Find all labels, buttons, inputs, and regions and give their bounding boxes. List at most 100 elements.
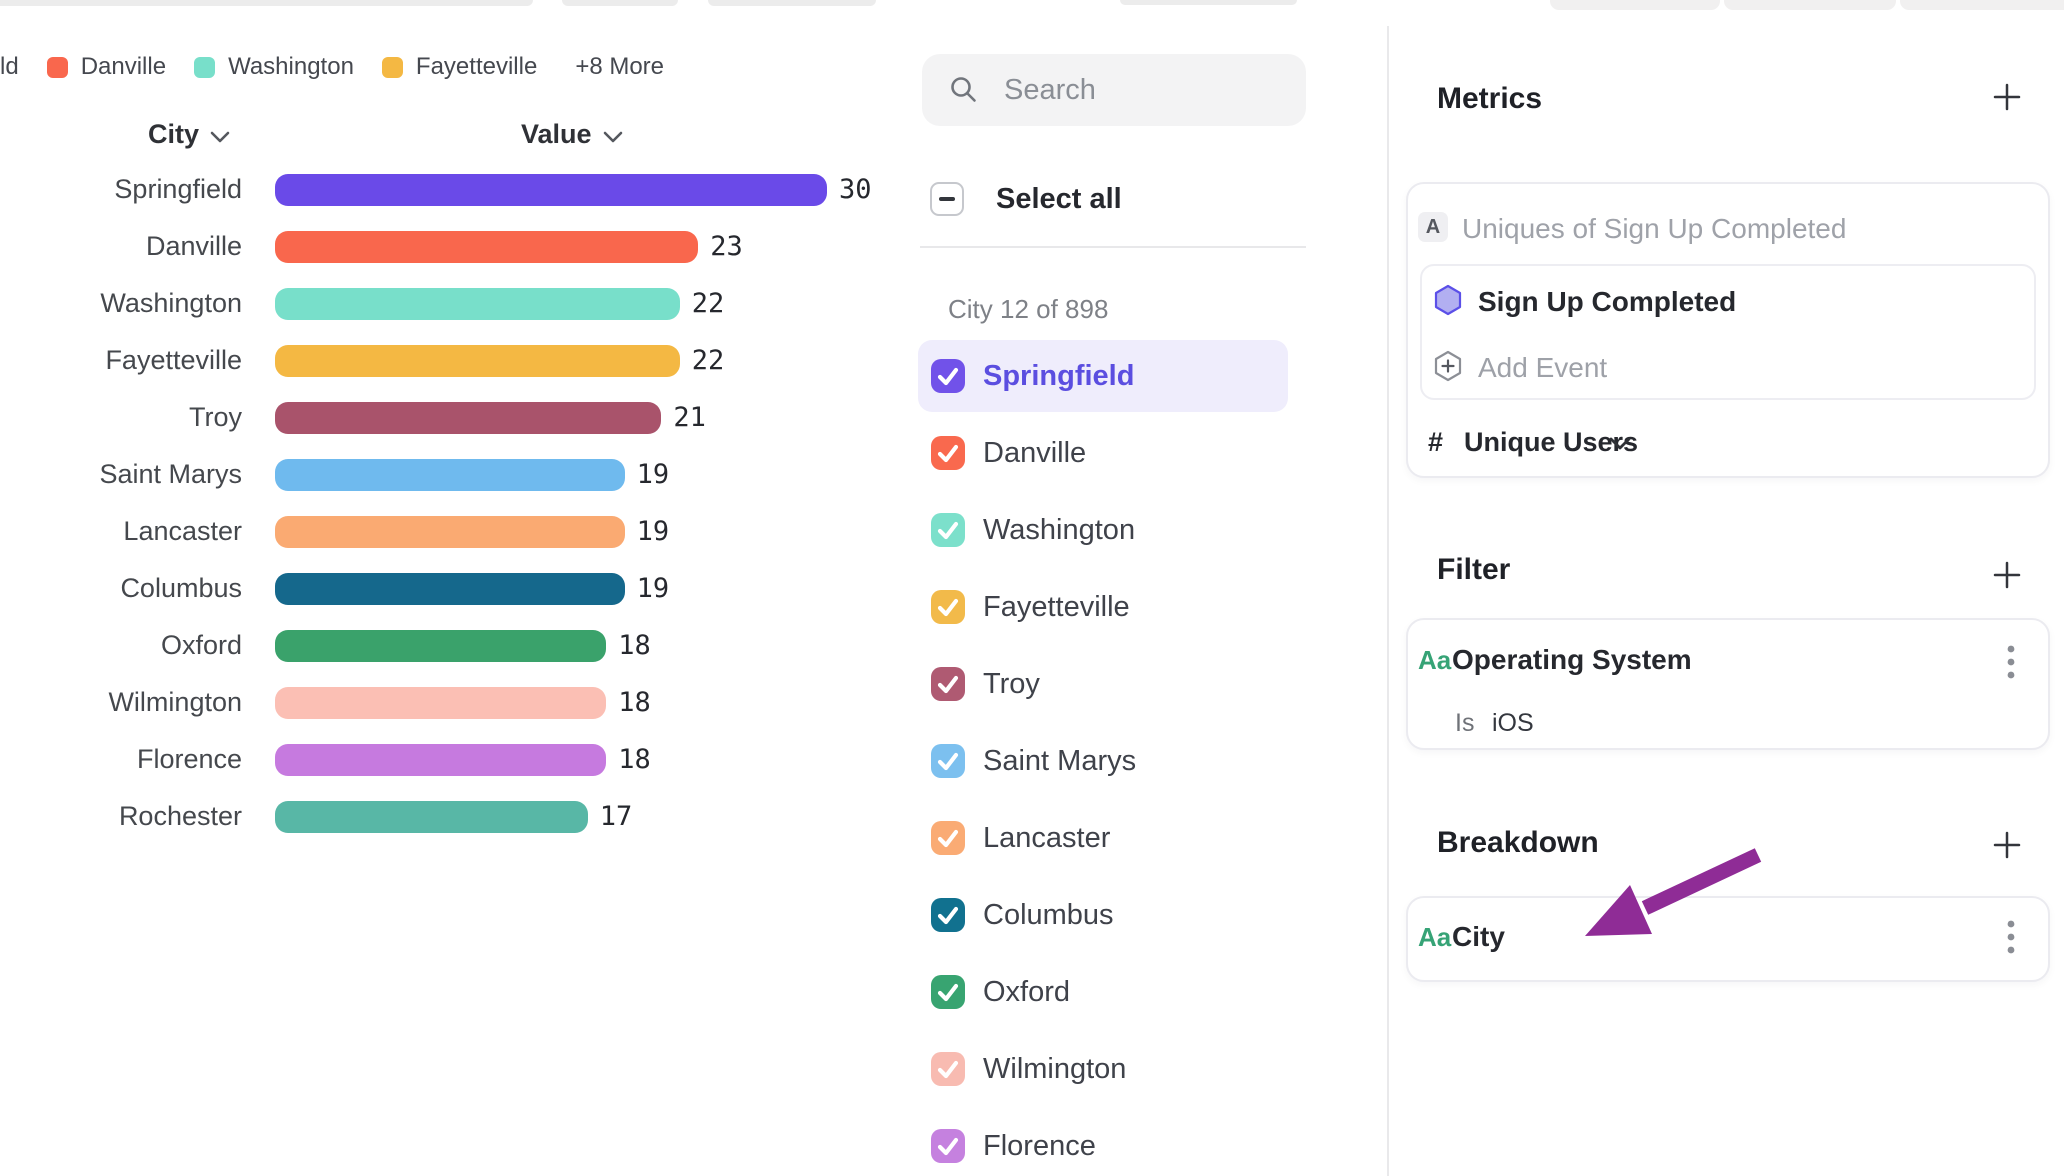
bar[interactable] bbox=[275, 800, 588, 833]
chart-row: Springfield 30 bbox=[0, 161, 872, 218]
legend-label: Danville bbox=[80, 53, 167, 80]
checkbox[interactable] bbox=[931, 744, 965, 778]
list-item[interactable]: Fayetteville bbox=[918, 571, 1288, 643]
add-breakdown-button[interactable] bbox=[1992, 830, 2022, 860]
bar-category-label: Springfield bbox=[114, 174, 242, 204]
bar-value: 18 bbox=[618, 630, 651, 661]
bar[interactable] bbox=[275, 629, 607, 662]
select-all-checkbox[interactable] bbox=[930, 182, 964, 216]
add-filter-button[interactable] bbox=[1992, 560, 2022, 590]
chart-row: Washington 22 bbox=[0, 275, 724, 332]
event-hexagon-icon bbox=[1434, 284, 1462, 316]
list-item[interactable]: Oxford bbox=[918, 956, 1288, 1028]
event-name[interactable]: Sign Up Completed bbox=[1478, 286, 1737, 317]
legend-item-clipped[interactable]: ld bbox=[0, 53, 19, 80]
panel-divider bbox=[1387, 26, 1389, 1176]
list-item[interactable]: Wilmington bbox=[918, 1033, 1288, 1105]
legend-swatch bbox=[381, 56, 403, 78]
filter-card[interactable] bbox=[1406, 618, 2050, 750]
list-count-label: City 12 of 898 bbox=[948, 294, 1109, 324]
bar[interactable] bbox=[275, 287, 680, 320]
checkbox[interactable] bbox=[931, 1129, 965, 1163]
breakdown-card[interactable] bbox=[1406, 896, 2050, 982]
checkbox[interactable] bbox=[931, 898, 965, 932]
breakdown-section-title: Breakdown bbox=[1437, 826, 1599, 859]
bar-category-label: Troy bbox=[189, 402, 242, 432]
kebab-menu-icon[interactable] bbox=[2006, 918, 2016, 958]
list-item[interactable]: Lancaster bbox=[918, 802, 1288, 874]
checkbox[interactable] bbox=[931, 359, 965, 393]
filter-value[interactable]: iOS bbox=[1492, 709, 1534, 737]
checkbox[interactable] bbox=[931, 513, 965, 547]
list-divider bbox=[920, 246, 1306, 248]
list-item[interactable]: Danville bbox=[918, 417, 1288, 489]
bar[interactable] bbox=[275, 515, 625, 548]
bar[interactable] bbox=[275, 572, 625, 605]
breakdown-property[interactable]: City bbox=[1452, 921, 1505, 952]
list-item-label: Oxford bbox=[983, 975, 1071, 1008]
property-type-badge: Aa bbox=[1418, 645, 1452, 675]
filter-operator[interactable]: Is bbox=[1455, 709, 1475, 737]
checkbox[interactable] bbox=[931, 667, 965, 701]
add-event-hexagon-icon bbox=[1434, 350, 1462, 382]
check-icon bbox=[937, 675, 959, 694]
cutoff-element bbox=[708, 0, 876, 6]
bar[interactable] bbox=[275, 458, 625, 491]
add-event-button[interactable]: Add Event bbox=[1478, 352, 1608, 383]
bar[interactable] bbox=[275, 686, 607, 719]
chevron-down-icon bbox=[210, 131, 230, 142]
list-item-label: Springfield bbox=[983, 359, 1135, 392]
search-input[interactable]: Search bbox=[922, 54, 1306, 126]
list-item[interactable]: Columbus bbox=[918, 879, 1288, 951]
legend-label: Fayetteville bbox=[415, 53, 538, 80]
bar[interactable] bbox=[275, 401, 662, 434]
list-item[interactable]: Troy bbox=[918, 648, 1288, 720]
bar[interactable] bbox=[275, 743, 607, 776]
search-placeholder: Search bbox=[1004, 73, 1096, 106]
filter-property[interactable]: Operating System bbox=[1452, 644, 1692, 675]
list-item[interactable]: Florence bbox=[918, 1110, 1288, 1176]
legend-item[interactable]: Danville bbox=[46, 53, 167, 81]
bar[interactable] bbox=[275, 230, 699, 263]
bar[interactable] bbox=[275, 173, 827, 206]
check-icon bbox=[937, 983, 959, 1002]
list-item[interactable]: Springfield bbox=[918, 340, 1288, 412]
bar-category-label: Rochester bbox=[118, 801, 242, 831]
column-header-city[interactable]: City bbox=[148, 119, 231, 150]
checkbox[interactable] bbox=[931, 975, 965, 1009]
checkbox[interactable] bbox=[931, 1052, 965, 1086]
add-metric-button[interactable] bbox=[1992, 82, 2022, 112]
legend-more-label[interactable]: +8 More bbox=[575, 53, 665, 80]
event-card[interactable] bbox=[1420, 264, 2036, 400]
chevron-down-icon[interactable] bbox=[1608, 436, 1632, 452]
column-header-value[interactable]: Value bbox=[521, 119, 624, 150]
legend-item[interactable]: Fayetteville bbox=[381, 53, 538, 81]
annotation-arrow bbox=[1585, 848, 1762, 936]
chart-legend: ld Danville Washington Fayetteville +8 M… bbox=[0, 53, 665, 81]
checkbox[interactable] bbox=[931, 436, 965, 470]
measure-selector[interactable]: Unique Users bbox=[1464, 427, 1639, 457]
check-icon bbox=[937, 1137, 959, 1156]
list-item-label: Lancaster bbox=[983, 821, 1111, 854]
bar-value: 23 bbox=[710, 231, 743, 262]
select-all-label[interactable]: Select all bbox=[996, 183, 1122, 215]
cutoff-tab bbox=[1724, 0, 1896, 10]
kebab-menu-icon[interactable] bbox=[2006, 643, 2016, 683]
check-icon bbox=[937, 444, 959, 463]
bar-value: 19 bbox=[636, 516, 670, 547]
list-item[interactable]: Washington bbox=[918, 494, 1288, 566]
bar[interactable] bbox=[275, 344, 680, 377]
checkbox[interactable] bbox=[931, 821, 965, 855]
bar-value: 22 bbox=[691, 288, 725, 319]
legend-item[interactable]: Washington bbox=[194, 53, 354, 81]
list-item-label: Fayetteville bbox=[983, 590, 1130, 623]
chart-row: Oxford 18 bbox=[0, 617, 651, 674]
bar-category-label: Saint Marys bbox=[99, 459, 242, 489]
list-item-label: Columbus bbox=[983, 898, 1114, 931]
legend-swatch bbox=[194, 56, 216, 78]
chart-row: Florence 18 bbox=[0, 731, 651, 788]
list-item[interactable]: Saint Marys bbox=[918, 725, 1288, 797]
metric-formula-label: Uniques of Sign Up Completed bbox=[1462, 213, 1847, 244]
checkbox[interactable] bbox=[931, 590, 965, 624]
bar-value: 21 bbox=[673, 402, 706, 433]
